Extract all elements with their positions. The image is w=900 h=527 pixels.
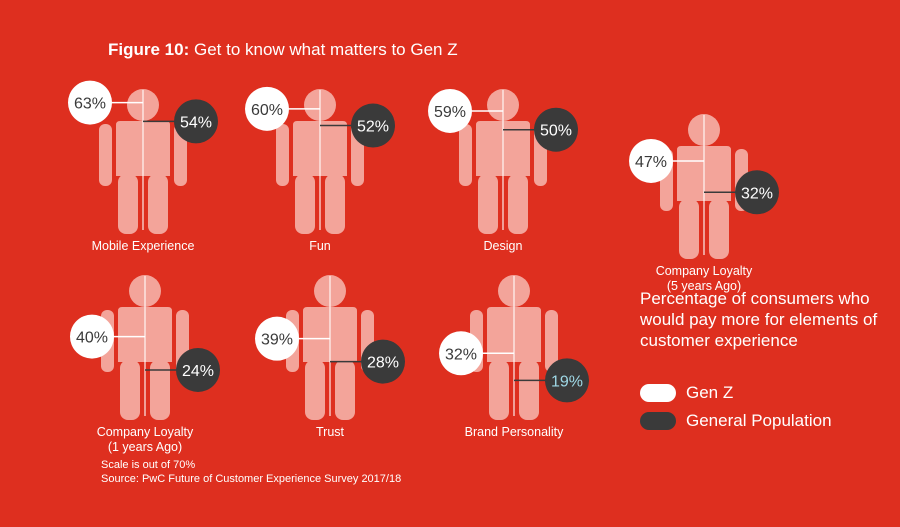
general-value-marker	[351, 103, 395, 148]
general-value-marker	[534, 107, 578, 152]
figure-company-loyalty-5-years-ago: 47% 32% Company Loyalty(5 years Ago)	[629, 114, 779, 293]
person-left-arm	[99, 124, 112, 186]
gen-z-value-label: 40%	[76, 330, 108, 347]
figure-title-bold: Figure 10:	[108, 40, 190, 59]
general-value-label: 54%	[180, 114, 212, 131]
general-value-label: 24%	[182, 363, 214, 380]
person-left-arm	[276, 124, 289, 186]
category-label: Mobile Experience	[92, 239, 195, 253]
person-left-leg	[305, 360, 325, 420]
gen-z-value-marker	[70, 314, 114, 359]
legend-swatch-general-population	[640, 412, 676, 430]
gen-z-value-label: 60%	[251, 102, 283, 119]
legend-label-general-population: General Population	[686, 411, 832, 430]
figure-company-loyalty-1-years-ago: 40% 24% Company Loyalty(1 years Ago)	[70, 275, 220, 454]
category-label: (1 years Ago)	[108, 440, 182, 454]
legend-label-gen-z: Gen Z	[686, 383, 734, 402]
person-right-leg	[148, 174, 168, 234]
scale-note: Scale is out of 70%	[101, 459, 196, 471]
category-label: Company Loyalty	[97, 425, 194, 439]
person-left-leg	[478, 174, 498, 234]
category-label: (5 years Ago)	[667, 279, 741, 293]
gen-z-value-marker	[255, 316, 299, 361]
person-right-leg	[519, 360, 539, 420]
general-value-label: 19%	[551, 373, 583, 390]
figure-design: 59% 50% Design	[428, 88, 578, 253]
person-right-leg	[508, 174, 528, 234]
footnotes: Scale is out of 70% Source: PwC Future o…	[101, 458, 401, 486]
legend-title: Percentage of consumers who would pay mo…	[640, 289, 878, 350]
category-label: Brand Personality	[465, 425, 564, 439]
general-value-marker	[545, 358, 589, 403]
category-label: Trust	[316, 425, 345, 439]
gen-z-value-label: 59%	[434, 104, 466, 121]
general-value-marker	[361, 339, 405, 384]
source-note: Source: PwC Future of Customer Experienc…	[101, 473, 402, 485]
figure-trust: 39% 28% Trust	[255, 275, 405, 439]
category-label: Design	[484, 239, 523, 253]
person-left-leg	[295, 174, 315, 234]
general-value-marker	[176, 347, 220, 392]
general-value-marker	[174, 99, 218, 144]
figure-fun: 60% 52% Fun	[245, 86, 395, 253]
person-right-leg	[325, 174, 345, 234]
gen-z-value-label: 32%	[445, 346, 477, 363]
figure-title-text: Get to know what matters to Gen Z	[189, 40, 458, 59]
general-value-label: 50%	[540, 123, 572, 140]
figure-brand-personality: 32% 19% Brand Personality	[439, 275, 589, 439]
person-right-leg	[709, 199, 729, 259]
gen-z-value-marker	[428, 88, 472, 133]
general-value-label: 28%	[367, 355, 399, 372]
general-value-label: 32%	[741, 185, 773, 202]
general-value-marker	[735, 170, 779, 215]
category-label: Company Loyalty	[656, 264, 753, 278]
legend-item-gen-z: Gen Z	[640, 382, 733, 404]
figure-mobile-experience: 63% 54% Mobile Experience	[68, 80, 218, 253]
gen-z-value-label: 39%	[261, 332, 293, 349]
person-left-leg	[489, 360, 509, 420]
gen-z-value-marker	[68, 80, 112, 125]
legend-swatch-gen-z	[640, 384, 676, 402]
gen-z-value-marker	[245, 86, 289, 131]
figure-title: Figure 10: Get to know what matters to G…	[108, 40, 458, 60]
person-right-leg	[150, 360, 170, 420]
person-left-leg	[120, 360, 140, 420]
general-value-label: 52%	[357, 119, 389, 136]
gen-z-value-label: 63%	[74, 96, 106, 113]
person-right-arm	[545, 310, 558, 372]
person-left-leg	[118, 174, 138, 234]
person-left-leg	[679, 199, 699, 259]
category-label: Fun	[309, 239, 331, 253]
gen-z-value-marker	[629, 138, 673, 183]
legend-item-general-population: General Population	[640, 410, 832, 432]
person-left-arm	[459, 124, 472, 186]
gen-z-value-label: 47%	[635, 154, 667, 171]
gen-z-value-marker	[439, 331, 483, 376]
person-right-leg	[335, 360, 355, 420]
